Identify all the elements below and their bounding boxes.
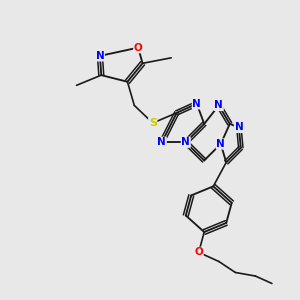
Text: O: O — [134, 43, 142, 52]
Text: N: N — [182, 137, 190, 147]
Text: N: N — [216, 139, 225, 149]
Text: N: N — [95, 51, 104, 61]
Text: N: N — [214, 100, 223, 110]
Text: S: S — [149, 118, 157, 128]
Text: N: N — [158, 137, 166, 147]
Text: N: N — [192, 99, 201, 109]
Text: N: N — [235, 122, 243, 132]
Text: O: O — [194, 248, 203, 257]
